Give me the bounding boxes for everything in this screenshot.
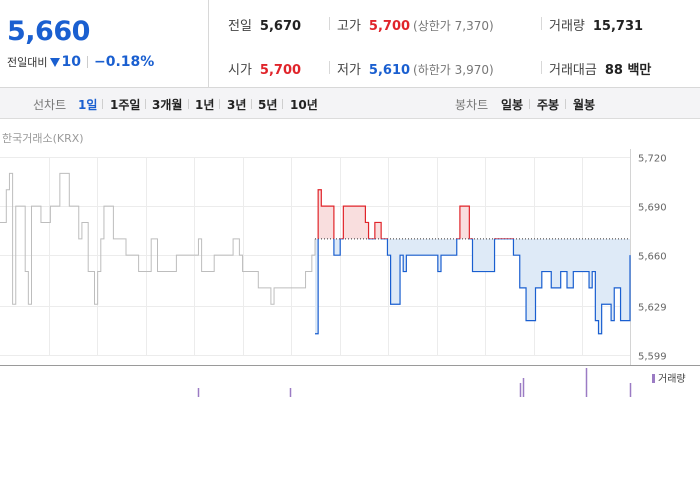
y-tick-label: 5,720 <box>638 154 667 165</box>
stat-open: 시가 5,700 <box>228 59 301 78</box>
divider <box>565 99 566 109</box>
candle-monthly[interactable]: 월봉 <box>573 98 596 112</box>
stat-value: 5,700 <box>368 19 411 34</box>
stat-label: 거래대금 <box>549 63 597 78</box>
divider <box>251 99 252 109</box>
change-amount: 10 <box>61 54 81 70</box>
down-area-fill <box>315 238 630 334</box>
divider <box>188 99 189 109</box>
line-chart-label: 선차트 <box>33 98 67 112</box>
period-1w[interactable]: 1주일 <box>110 98 141 112</box>
stat-trade-value: 거래대금 88 백만 <box>549 59 651 78</box>
up-area-fill <box>315 189 630 239</box>
stat-value: 88 백만 <box>604 63 652 78</box>
candle-chart-label: 봉차트 <box>455 98 489 112</box>
change-percent: −0.18% <box>93 54 155 70</box>
stat-value: 5,700 <box>259 63 302 78</box>
divider <box>145 99 146 109</box>
quote-summary: 5,660 전일대비 10 −0.18% 전일 5,670 고가 5,700 (… <box>0 0 700 88</box>
previous-price-line <box>0 172 316 305</box>
period-10y[interactable]: 10년 <box>290 98 318 112</box>
stat-sub: (상한가 7,370) <box>413 19 494 33</box>
stat-value: 5,670 <box>259 19 302 34</box>
change-line: 전일대비 10 −0.18% <box>7 54 154 70</box>
stat-label: 시가 <box>228 63 252 78</box>
stat-value: 15,731 <box>592 19 644 34</box>
stat-high: 고가 5,700 (상한가 7,370) <box>337 15 494 34</box>
y-tick-label: 5,629 <box>638 303 667 314</box>
stat-volume: 거래량 15,731 <box>549 15 643 34</box>
y-tick-label: 5,660 <box>638 252 667 263</box>
stat-low: 저가 5,610 (하한가 3,970) <box>337 59 494 78</box>
volume-legend-label: 거래량 <box>658 373 686 385</box>
stat-label: 거래량 <box>549 19 585 34</box>
divider <box>541 17 542 30</box>
y-tick-label: 5,690 <box>638 203 667 214</box>
current-price-panel: 5,660 전일대비 10 −0.18% <box>0 0 209 88</box>
volume-legend-swatch <box>652 374 655 383</box>
current-price: 5,660 <box>7 16 90 47</box>
today-price-line-up <box>317 189 515 239</box>
candle-weekly[interactable]: 주봉 <box>537 98 560 112</box>
candle-daily[interactable]: 일봉 <box>501 98 524 112</box>
change-label: 전일대비 <box>7 56 48 69</box>
down-triangle-icon <box>50 57 61 67</box>
period-1y[interactable]: 1년 <box>195 98 215 112</box>
stat-value: 5,610 <box>368 63 411 78</box>
y-tick-label: 5,599 <box>638 352 667 363</box>
price-chart-svg: 5,720 5,690 5,660 5,629 5,599 거래량 <box>0 149 700 397</box>
divider <box>529 99 530 109</box>
intraday-chart: 한국거래소(KRX) 5,720 5,690 5,660 5,629 5,599 거래량 <box>0 119 700 399</box>
stat-label: 전일 <box>228 19 252 34</box>
change-divider <box>86 56 88 68</box>
period-3m[interactable]: 3개월 <box>152 98 183 112</box>
divider <box>102 99 103 109</box>
stat-label: 저가 <box>337 63 361 78</box>
divider <box>282 99 283 109</box>
today-price-line-down <box>315 238 631 335</box>
period-1d[interactable]: 1일 <box>78 98 98 112</box>
period-selector: 선차트 1일 1주일 3개월 1년 3년 5년 10년 봉차트 일봉 주봉 월봉 <box>0 88 700 119</box>
divider <box>219 99 220 109</box>
stat-label: 고가 <box>337 19 361 34</box>
period-5y[interactable]: 5년 <box>258 98 278 112</box>
divider <box>329 61 330 74</box>
divider <box>541 61 542 74</box>
data-source-label: 한국거래소(KRX) <box>2 132 84 145</box>
stat-prev-close: 전일 5,670 <box>228 15 301 34</box>
stat-sub: (하한가 3,970) <box>413 63 494 77</box>
divider <box>329 17 330 30</box>
period-3y[interactable]: 3년 <box>227 98 247 112</box>
